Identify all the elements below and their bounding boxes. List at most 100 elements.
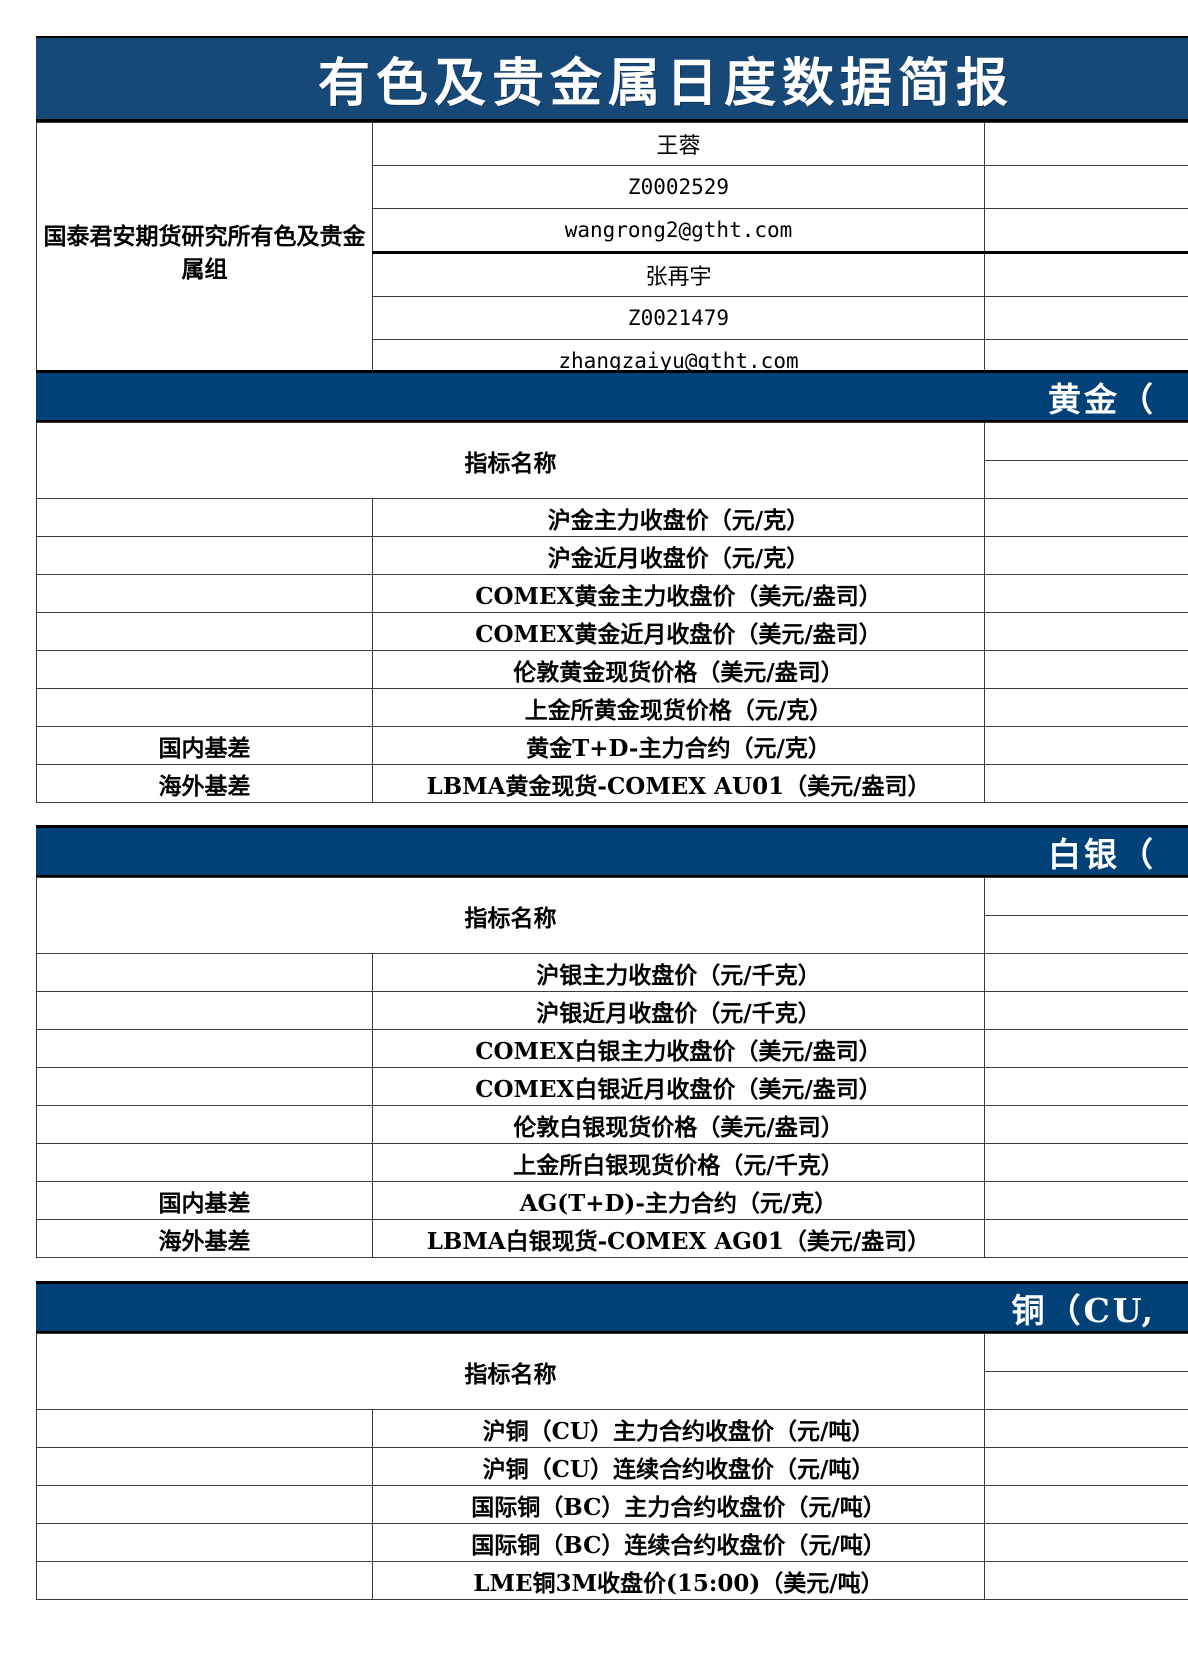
indicator-value: 16 (984, 991, 1188, 1030)
table-header-row: 2025 (37, 1371, 1188, 1410)
row-group-label: 海外基差 (36, 1219, 373, 1258)
table-row: 国泰君安期货研究所有色及贵金属组 王蓉 (36, 122, 1188, 384)
table-row: 沪铜（CU）连续合约收盘价（元/吨） 94 (36, 1447, 1188, 1486)
table-row: 沪银主力收盘价（元/千克） 16 (36, 953, 1188, 992)
table-row: COMEX黄金近月收盘价（美元/盎司） 435 (36, 612, 1188, 651)
row-group-label: 海外基差 (36, 764, 373, 803)
table-row: 沪铜（CU）主力合约收盘价（元/吨） 94 (36, 1409, 1188, 1448)
table-row: 沪银近月收盘价（元/千克） 16 (36, 991, 1188, 1030)
table-row: 国际铜（BC）主力合约收盘价（元/吨） 84 (36, 1485, 1188, 1524)
indicator-value: 100 (984, 498, 1188, 537)
indicator-label: COMEX黄金主力收盘价（美元/盎司） (372, 574, 985, 613)
copper-data-table: 指标名称 昨 2025 沪铜（CU）主力合约收盘价（元/吨） 94 沪铜（CU）… (36, 1333, 1188, 1600)
row-group-blank (36, 574, 373, 613)
column-header-date: 2025 (984, 460, 1188, 499)
indicator-value: 99 (984, 536, 1188, 575)
row-group-blank (36, 1029, 373, 1068)
gold-data-table: 指标名称 昨 2025 沪金主力收盘价（元/克） 100 沪金近月收盘价（元/克… (36, 422, 1188, 803)
indicator-label: COMEX黄金近月收盘价（美元/盎司） (372, 612, 985, 651)
analyst-contact-table: 国泰君安期货研究所有色及贵金属组 王蓉 Z0002529 wangrong2@g… (36, 122, 1188, 385)
table-row: 海外基差 LBMA黄金现货-COMEX AU01（美元/盎司） -3 (36, 764, 1188, 803)
row-group-blank (36, 498, 373, 537)
row-group-blank (36, 953, 373, 992)
analyst-2-name: 张再宇 (372, 251, 985, 297)
indicator-value: 84 (984, 1485, 1188, 1524)
table-row: 伦敦黄金现货价格（美元/盎司） 433 (36, 650, 1188, 689)
row-group-blank (36, 1523, 373, 1562)
analyst-1-email: wangrong2@gtht.com (372, 208, 985, 253)
row-group-blank (36, 1561, 373, 1600)
indicator-value: 97 (984, 688, 1188, 727)
row-group-blank (36, 1409, 373, 1448)
indicator-value: 67 (984, 1029, 1188, 1068)
row-group-label: 国内基差 (36, 1181, 373, 1220)
table-row: 上金所黄金现货价格（元/克） 97 (36, 688, 1188, 727)
indicator-label: LBMA黄金现货-COMEX AU01（美元/盎司） (372, 764, 985, 803)
indicator-label: 沪金主力收盘价（元/克） (372, 498, 985, 537)
row-group-blank (36, 1143, 373, 1182)
section-band-copper: 铜（CU, (36, 1281, 1188, 1333)
row-group-blank (36, 1447, 373, 1486)
indicator-value: 94 (984, 1409, 1188, 1448)
row-group-blank (36, 650, 373, 689)
column-header-date: 2025 (984, 1371, 1188, 1410)
table-row: 上金所白银现货价格（元/千克） 15 (36, 1143, 1188, 1182)
column-header-indicator: 指标名称 (36, 877, 985, 954)
indicator-value: -3 (984, 764, 1188, 803)
table-row: 国内基差 AG(T+D)-主力合约（元/克） - (36, 1181, 1188, 1220)
analyst-1-name-spacer (984, 122, 1188, 166)
table-row: 沪金主力收盘价（元/克） 100 (36, 498, 1188, 537)
row-group-label: 国内基差 (36, 726, 373, 765)
analyst-1-cert-spacer (984, 165, 1188, 209)
indicator-label: 沪铜（CU）连续合约收盘价（元/吨） (372, 1447, 985, 1486)
section-band-gold: 黄金（ (36, 370, 1188, 422)
section-band-silver: 白银（ (36, 825, 1188, 877)
column-header-indicator: 指标名称 (36, 422, 985, 499)
table-header-row: 2025 (37, 915, 1188, 954)
research-team-name: 国泰君安期货研究所有色及贵金属组 (36, 122, 373, 384)
column-header-day: 昨 (984, 877, 1188, 916)
table-row: 沪金近月收盘价（元/克） 99 (36, 536, 1188, 575)
analyst-2-cert-spacer (984, 296, 1188, 340)
indicator-label: 黄金T+D-主力合约（元/克） (372, 726, 985, 765)
table-row: COMEX白银近月收盘价（美元/盎司） 66 (36, 1067, 1188, 1106)
table-header-row: 指标名称 昨 (36, 422, 1188, 499)
page-title: 有色及贵金属日度数据简报 (317, 53, 1014, 114)
table-row: 海外基差 LBMA白银现货-COMEX AG01（美元/盎司） 0 (36, 1219, 1188, 1258)
indicator-value: 84 (984, 1523, 1188, 1562)
table-row: wangrong2@gtht.com (37, 208, 1188, 253)
indicator-label: 上金所白银现货价格（元/千克） (372, 1143, 985, 1182)
table-row: LME铜3M收盘价(15:00)（美元/吨） 119 (36, 1561, 1188, 1600)
row-group-blank (36, 991, 373, 1030)
indicator-value: 0 (984, 1219, 1188, 1258)
column-header-date: 2025 (984, 915, 1188, 954)
table-header-row: 2025 (37, 460, 1188, 499)
indicator-label: 国际铜（BC）连续合约收盘价（元/吨） (372, 1523, 985, 1562)
analyst-1-email-spacer (984, 208, 1188, 253)
section-title-copper: 铜（CU, (1011, 1290, 1156, 1330)
table-row: COMEX黄金主力收盘价（美元/盎司） 436 (36, 574, 1188, 613)
indicator-value: 435 (984, 612, 1188, 651)
silver-data-table: 指标名称 昨 2025 沪银主力收盘价（元/千克） 16 沪银近月收盘价（元/千… (36, 877, 1188, 1258)
table-header-row: 指标名称 昨 (36, 1333, 1188, 1410)
indicator-label: LME铜3M收盘价(15:00)（美元/吨） (372, 1561, 985, 1600)
column-header-day: 昨 (984, 422, 1188, 461)
table-row: 张再宇 (37, 251, 1188, 297)
analyst-2-name-spacer (984, 251, 1188, 297)
indicator-label: AG(T+D)-主力合约（元/克） (372, 1181, 985, 1220)
indicator-value: 15 (984, 1143, 1188, 1182)
section-title-gold: 黄金（ (1048, 379, 1156, 419)
indicator-value: 65 (984, 1105, 1188, 1144)
indicator-label: 沪银近月收盘价（元/千克） (372, 991, 985, 1030)
row-group-blank (36, 1105, 373, 1144)
indicator-label: LBMA白银现货-COMEX AG01（美元/盎司） (372, 1219, 985, 1258)
indicator-label: 沪金近月收盘价（元/克） (372, 536, 985, 575)
indicator-value: 16 (984, 953, 1188, 992)
row-group-blank (36, 536, 373, 575)
table-row: 国际铜（BC）连续合约收盘价（元/吨） 84 (36, 1523, 1188, 1562)
section-title-silver: 白银（ (1048, 834, 1156, 874)
table-header-row: 指标名称 昨 (36, 877, 1188, 954)
row-group-blank (36, 1067, 373, 1106)
column-header-day: 昨 (984, 1333, 1188, 1372)
